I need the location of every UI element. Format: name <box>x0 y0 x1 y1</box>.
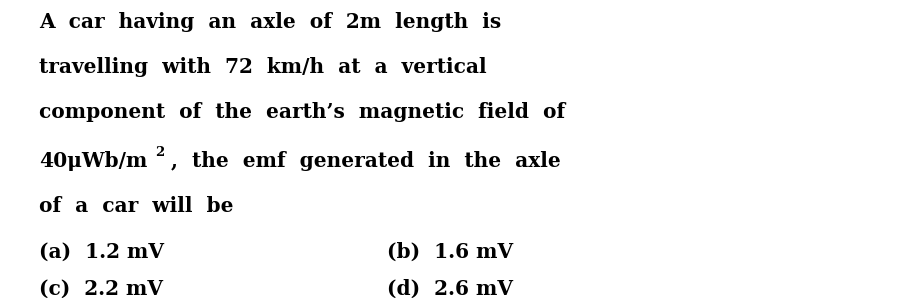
Text: 40μWb/m: 40μWb/m <box>39 151 148 171</box>
Text: of  a  car  will  be: of a car will be <box>39 195 233 215</box>
Text: (d)  2.6 mV: (d) 2.6 mV <box>387 279 514 298</box>
Text: A  car  having  an  axle  of  2m  length  is: A car having an axle of 2m length is <box>39 12 501 32</box>
Text: travelling  with  72  km/h  at  a  vertical: travelling with 72 km/h at a vertical <box>39 57 486 77</box>
Text: (a)  1.2 mV: (a) 1.2 mV <box>39 242 164 262</box>
Text: component  of  the  earth’s  magnetic  field  of: component of the earth’s magnetic field … <box>39 102 565 122</box>
Text: (b)  1.6 mV: (b) 1.6 mV <box>387 242 514 262</box>
Text: 2: 2 <box>155 146 165 159</box>
Text: ,  the  emf  generated  in  the  axle: , the emf generated in the axle <box>164 151 561 171</box>
Text: (c)  2.2 mV: (c) 2.2 mV <box>39 279 162 298</box>
